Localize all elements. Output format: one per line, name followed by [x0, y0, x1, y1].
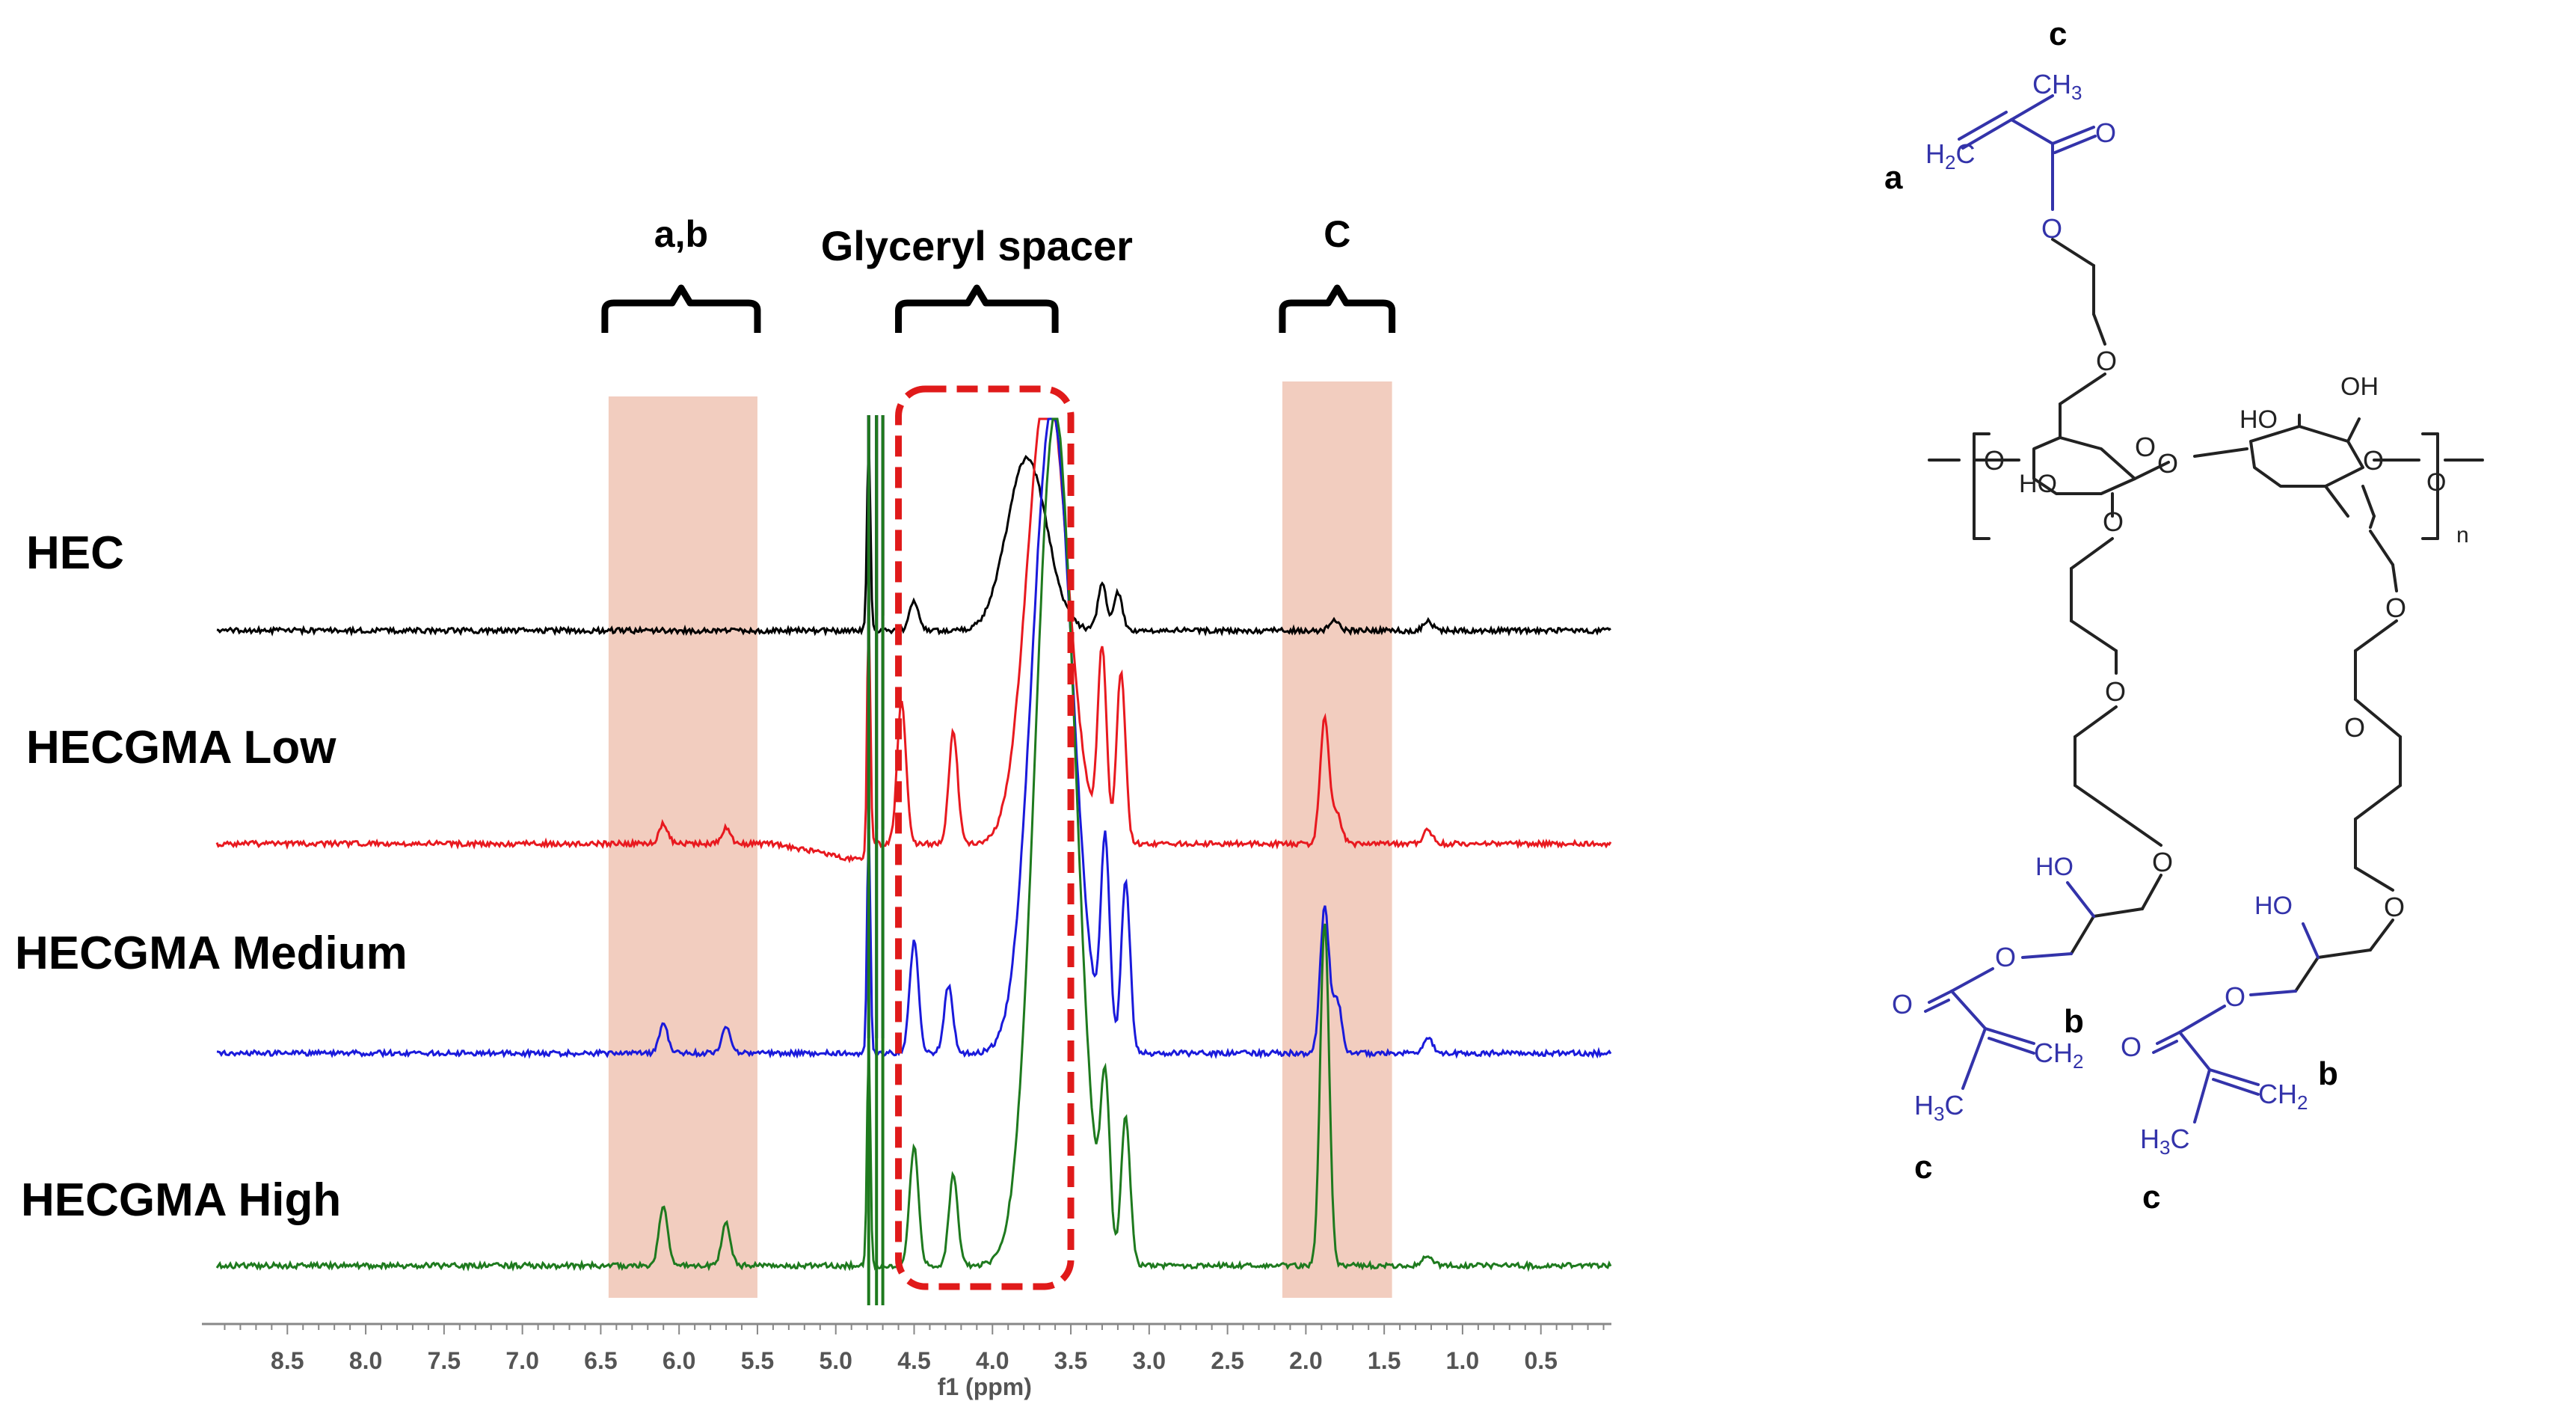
glucose-ring-right — [2193, 414, 2484, 540]
bracket-a-b — [601, 284, 761, 333]
series-label-hecgma-low: HECGMA Low — [26, 722, 336, 773]
carbonyl-o-left: O — [1892, 989, 1913, 1020]
x-tick-label-8-5: 8.5 — [271, 1347, 304, 1374]
ch2-right: CH2 — [2258, 1079, 2308, 1114]
left-chain — [2070, 537, 2162, 955]
carbonyl-o-top: O — [2095, 117, 2116, 148]
ho-glyceryl-right: HO — [2254, 892, 2293, 920]
bracket-label-glyceryl-spacer: Glyceryl spacer — [821, 222, 1133, 269]
right-chain — [2294, 485, 2402, 993]
x-axis-label: f1 (ppm) — [938, 1373, 1032, 1400]
x-tick-label-1-0: 1.0 — [1446, 1347, 1479, 1374]
top-methacrylate — [1958, 94, 2097, 211]
ch3-top: CH3 — [2032, 69, 2082, 104]
x-tick-label-1-5: 1.5 — [1368, 1347, 1401, 1374]
carbonyl-o-right: O — [2121, 1032, 2142, 1062]
ring-o-left: O — [2135, 432, 2156, 462]
x-tick-label-4-0: 4.0 — [976, 1347, 1009, 1374]
series-label-hecgma-medium: HECGMA Medium — [15, 928, 408, 979]
h3c-right: H3C — [2140, 1124, 2189, 1159]
ring-o-mid: O — [2157, 448, 2178, 479]
chemical-structure — [1924, 94, 2484, 1124]
x-tick-label-5-5: 5.5 — [741, 1347, 774, 1374]
series-label-hec: HEC — [26, 527, 124, 579]
h3c-left: H3C — [1914, 1090, 1964, 1125]
ho-ring-right: HO — [2240, 405, 2278, 434]
ho-glyceryl-left: HO — [2035, 853, 2074, 881]
glucose-ring-left — [1928, 432, 2170, 540]
brackets-group: a,b Glyceryl spacer C — [601, 213, 1396, 333]
x-tick-label-2-0: 2.0 — [1289, 1347, 1322, 1374]
ester-o-top: O — [2041, 213, 2062, 244]
ether-o-6: O — [2344, 712, 2365, 743]
ether-o-1: O — [2096, 346, 2117, 376]
label-c-right: c — [2142, 1179, 2160, 1216]
h2c-top: H2C — [1925, 138, 1975, 174]
glyceryl-dashed-box — [895, 385, 1075, 1290]
spectrum-hecgma-medium — [216, 417, 1612, 1060]
ring-o-right: O — [2363, 445, 2384, 476]
label-b-right: b — [2318, 1055, 2338, 1092]
x-axis: 8.5 8.0 7.5 7.0 6.5 6.0 5.5 5.0 4.5 4.0 3.5 3.0 2.5 2… — [202, 1322, 1611, 1400]
x-tick-label-6-0: 6.0 — [663, 1347, 695, 1374]
ring-o-left-link: O — [1984, 445, 2005, 476]
ether-o-4: O — [2152, 847, 2173, 877]
spectrum-hec — [216, 438, 1611, 637]
right-glyceryl — [2152, 922, 2320, 1124]
x-tick-label-8-0: 8.0 — [349, 1347, 382, 1374]
left-glyceryl — [1924, 881, 2095, 1090]
ether-o-2: O — [2103, 506, 2124, 537]
oh-ring-right: OH — [2340, 373, 2379, 401]
label-a: a — [1884, 159, 1903, 196]
x-tick-label-7-5: 7.5 — [428, 1347, 461, 1374]
ester-o-right: O — [2225, 981, 2245, 1012]
spectrum-hecgma-low — [215, 417, 1612, 864]
ho-ring-left: HO — [2019, 470, 2057, 498]
series-label-hecgma-high: HECGMA High — [21, 1174, 341, 1226]
bracket-label-c: C — [1324, 213, 1350, 255]
x-tick-label-0-5: 0.5 — [1524, 1347, 1557, 1374]
x-tick-label-7-0: 7.0 — [505, 1347, 538, 1374]
bracket-glyceryl-spacer — [895, 284, 1059, 333]
structure-text: c CH3 H2C O O a O O O O HO HO OH O O n O… — [1884, 16, 2469, 1216]
bracket-label-a-b: a,b — [654, 213, 708, 255]
shaded-region-2 — [1282, 381, 1392, 1298]
top-linker — [2051, 238, 2106, 439]
ester-o-left: O — [1995, 942, 2016, 972]
ring-o-right-2: O — [2426, 468, 2446, 497]
x-tick-label-3-0: 3.0 — [1133, 1347, 1166, 1374]
subscript-n: n — [2456, 523, 2469, 548]
x-tick-label-5-0: 5.0 — [819, 1347, 852, 1374]
shaded-regions — [608, 381, 1392, 1298]
bracket-c — [1279, 284, 1396, 333]
label-c-left: c — [1914, 1149, 1932, 1186]
spectrum-hecgma-high — [215, 417, 1612, 1272]
x-tick-label-2-5: 2.5 — [1211, 1347, 1244, 1374]
x-tick-label-6-5: 6.5 — [584, 1347, 617, 1374]
x-tick-label-4-5: 4.5 — [897, 1347, 930, 1374]
ch2-left: CH2 — [2034, 1037, 2083, 1073]
label-c-top: c — [2049, 16, 2067, 52]
label-b-left: b — [2064, 1003, 2084, 1040]
spectra-group — [215, 415, 1612, 1305]
ether-o-7: O — [2384, 892, 2405, 922]
x-tick-label-3-5: 3.5 — [1054, 1347, 1087, 1374]
series-labels: HEC HECGMA Low HECGMA Medium HECGMA High — [15, 527, 408, 1226]
ether-o-3: O — [2105, 676, 2126, 707]
shaded-region-1 — [608, 396, 757, 1298]
ether-o-5: O — [2385, 592, 2406, 623]
